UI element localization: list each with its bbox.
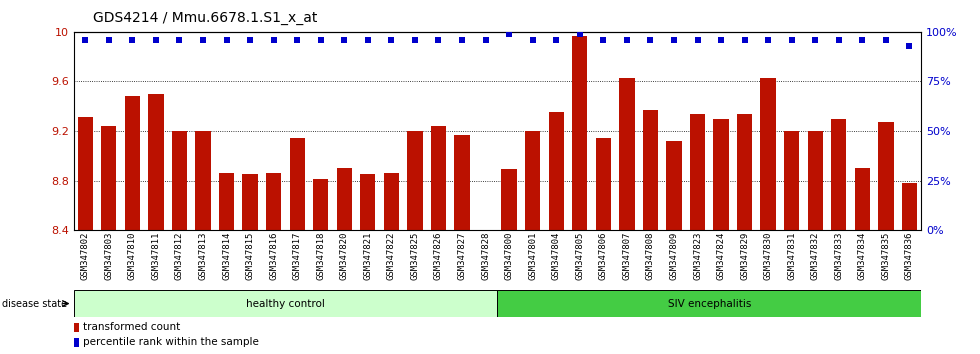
Bar	[148, 94, 164, 230]
Bar	[408, 131, 422, 230]
Bar	[525, 131, 540, 230]
Bar	[831, 119, 847, 230]
Bar	[737, 114, 753, 230]
Bar	[502, 169, 516, 230]
Bar	[878, 122, 894, 230]
Point	[902, 43, 917, 48]
Bar	[902, 183, 917, 230]
Bar	[74, 290, 497, 317]
Point	[336, 37, 352, 42]
Text: GDS4214 / Mmu.6678.1.S1_x_at: GDS4214 / Mmu.6678.1.S1_x_at	[93, 11, 318, 25]
Point	[195, 37, 211, 42]
Point	[172, 37, 187, 42]
Text: SIV encephalitis: SIV encephalitis	[667, 298, 751, 309]
Bar	[455, 135, 469, 230]
Bar	[219, 173, 234, 230]
Bar	[289, 138, 305, 230]
Point	[760, 37, 776, 42]
Bar	[124, 96, 140, 230]
Point	[360, 37, 375, 42]
Point	[690, 37, 706, 42]
Bar	[855, 168, 870, 230]
Bar	[596, 138, 611, 230]
Bar	[101, 126, 117, 230]
Point	[148, 37, 164, 42]
Point	[808, 37, 823, 42]
Bar	[195, 131, 211, 230]
Point	[831, 37, 847, 42]
Bar	[313, 179, 328, 230]
Bar	[74, 338, 79, 347]
Point	[77, 37, 93, 42]
Point	[878, 37, 894, 42]
Text: healthy control: healthy control	[246, 298, 324, 309]
Point	[572, 31, 588, 37]
Point	[454, 37, 469, 42]
Point	[549, 37, 564, 42]
Bar	[431, 126, 446, 230]
Point	[266, 37, 281, 42]
Point	[101, 37, 117, 42]
Bar	[384, 173, 399, 230]
Point	[219, 37, 234, 42]
Point	[407, 37, 422, 42]
Bar	[549, 113, 564, 230]
Point	[737, 37, 753, 42]
Bar	[808, 131, 823, 230]
Bar	[337, 168, 352, 230]
Point	[477, 37, 493, 42]
Point	[596, 37, 612, 42]
Text: disease state: disease state	[2, 298, 67, 309]
Bar	[266, 173, 281, 230]
Bar	[784, 131, 800, 230]
Bar	[172, 131, 187, 230]
Point	[666, 37, 682, 42]
Point	[713, 37, 729, 42]
Text: percentile rank within the sample: percentile rank within the sample	[83, 337, 259, 347]
Point	[855, 37, 870, 42]
Bar	[572, 35, 587, 230]
Point	[430, 37, 446, 42]
Bar	[361, 175, 375, 230]
Point	[525, 37, 541, 42]
Bar	[497, 290, 921, 317]
Bar	[666, 141, 682, 230]
Bar	[77, 117, 93, 230]
Point	[242, 37, 258, 42]
Text: transformed count: transformed count	[83, 322, 180, 332]
Bar	[690, 114, 706, 230]
Bar	[74, 323, 79, 332]
Point	[784, 37, 800, 42]
Point	[383, 37, 399, 42]
Point	[124, 37, 140, 42]
Point	[619, 37, 635, 42]
Point	[313, 37, 328, 42]
Bar	[242, 175, 258, 230]
Bar	[713, 119, 729, 230]
Point	[502, 31, 517, 37]
Bar	[643, 110, 658, 230]
Bar	[619, 78, 634, 230]
Point	[643, 37, 659, 42]
Bar	[760, 78, 776, 230]
Point	[289, 37, 305, 42]
